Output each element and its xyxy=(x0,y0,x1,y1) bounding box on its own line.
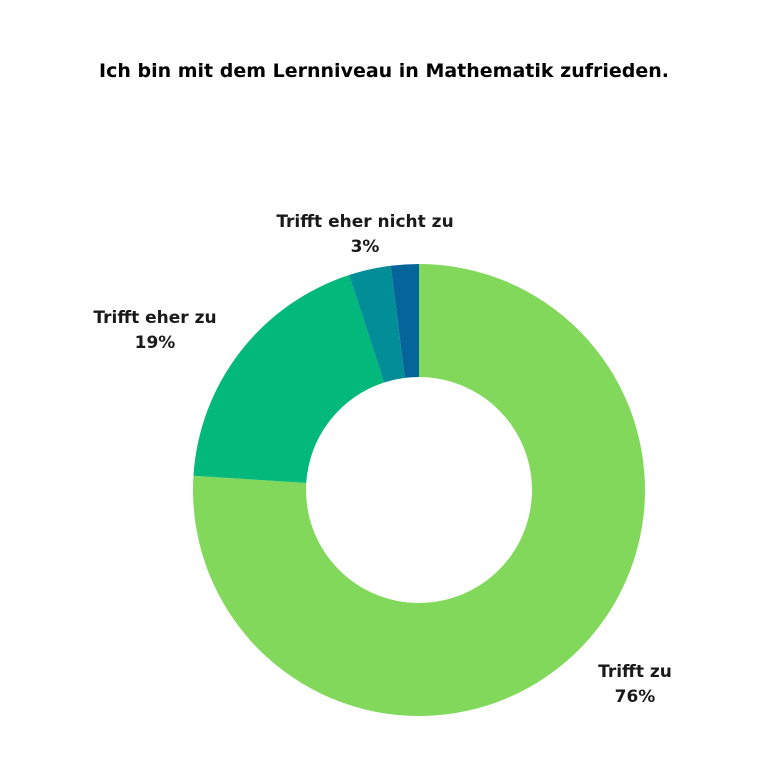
slice-category-label: Trifft eher nicht zu xyxy=(276,212,454,232)
slice-category-label: Trifft eher zu xyxy=(93,308,217,328)
donut-slice-1 xyxy=(193,275,385,483)
slice-label-trifft-eher-nicht-zu: Trifft eher nicht zu 3% xyxy=(270,210,460,260)
slice-category-label: Trifft zu xyxy=(598,662,672,682)
donut-slice-3 xyxy=(390,264,419,378)
slice-value-label: 3% xyxy=(350,237,380,257)
donut-slice-0 xyxy=(193,264,645,716)
chart-title: Ich bin mit dem Lernniveau in Mathematik… xyxy=(99,60,669,82)
slice-label-trifft-zu: Trifft zu 76% xyxy=(585,660,685,710)
slice-value-label: 76% xyxy=(614,687,656,707)
slice-value-label: 19% xyxy=(134,333,176,353)
donut-slice-2 xyxy=(349,265,405,383)
slice-label-trifft-eher-zu: Trifft eher zu 19% xyxy=(90,306,220,356)
